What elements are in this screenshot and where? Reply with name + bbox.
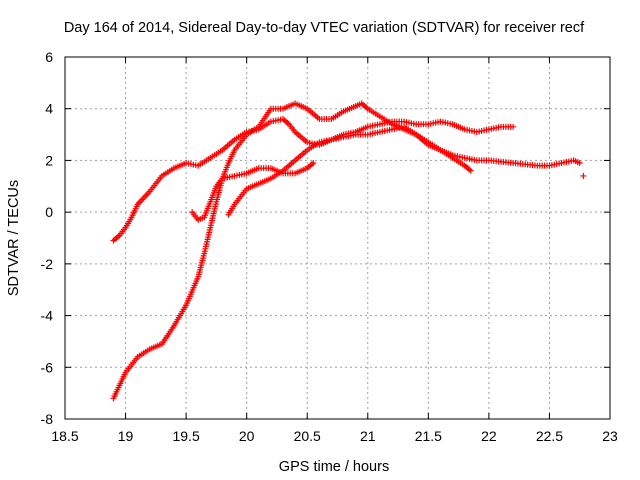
y-tick-label: -6 (41, 359, 54, 375)
x-tick-label: 21 (360, 428, 376, 444)
x-tick-label: 22 (481, 428, 497, 444)
y-tick-label: 2 (45, 152, 53, 168)
axis-ticks (64, 56, 611, 420)
data-point (510, 123, 517, 130)
y-tick-label: -8 (41, 411, 54, 427)
x-tick-label: 20.5 (294, 428, 321, 444)
data-point (467, 167, 474, 174)
y-tick-label: 4 (45, 101, 53, 117)
plot-frame (64, 56, 611, 420)
series-track-2 (110, 100, 583, 402)
x-tick-labels: 18.5 19 19.5 20 20.5 21 21.5 22 22.5 23 (51, 428, 618, 444)
data-point (310, 160, 317, 167)
x-tick-label: 18.5 (51, 428, 78, 444)
data-point (576, 160, 583, 167)
x-tick-label: 20 (239, 428, 255, 444)
series-track-4 (225, 118, 517, 218)
series-track-1 (110, 116, 474, 244)
x-tick-label: 22.5 (536, 428, 563, 444)
x-tick-label: 23 (602, 428, 618, 444)
y-tick-label: 6 (45, 49, 53, 65)
x-tick-label: 19 (118, 428, 134, 444)
chart-title: Day 164 of 2014, Sidereal Day-to-day VTE… (64, 20, 585, 36)
y-tick-labels: -8 -6 -4 -2 0 2 4 6 (41, 49, 54, 427)
data-point (580, 172, 587, 179)
y-tick-label: -4 (41, 308, 54, 324)
x-axis-label: GPS time / hours (279, 459, 389, 475)
grid-lines (65, 57, 610, 419)
y-axis-label: SDTVAR / TECUs (6, 180, 22, 296)
data-points (110, 100, 587, 402)
x-tick-label: 21.5 (415, 428, 442, 444)
y-tick-label: -2 (41, 256, 54, 272)
x-tick-label: 19.5 (172, 428, 199, 444)
series-outlier (580, 172, 587, 179)
y-tick-label: 0 (45, 204, 53, 220)
series-track-3 (189, 160, 317, 223)
